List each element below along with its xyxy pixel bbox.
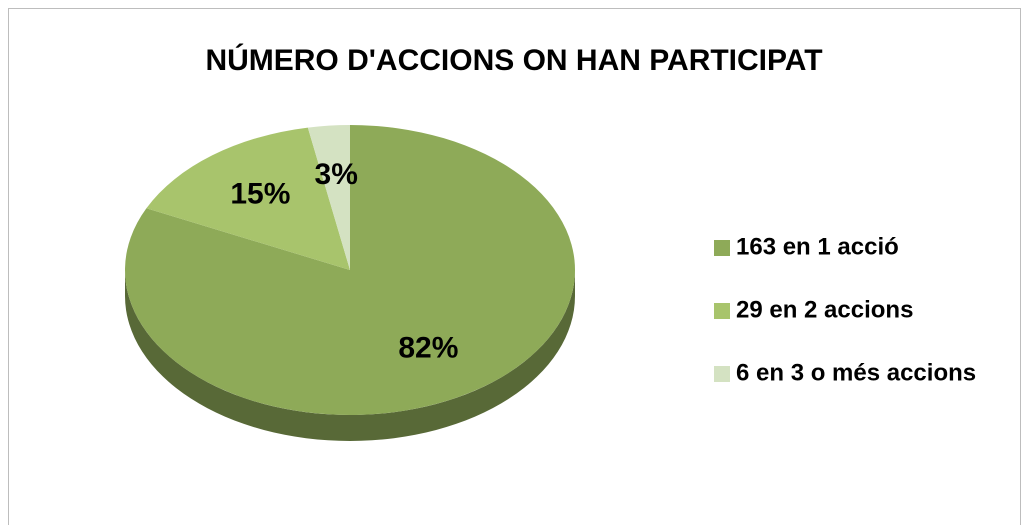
legend-swatch	[714, 303, 730, 319]
pie-slice	[146, 127, 350, 270]
legend-label: 6 en 3 o més accions	[736, 359, 976, 386]
legend-label: 29 en 2 accions	[736, 296, 913, 323]
pie-slice	[125, 125, 576, 415]
legend-label: 163 en 1 acció	[736, 233, 899, 260]
data-label: 82%	[398, 331, 458, 364]
legend-swatch	[714, 366, 730, 382]
data-label: 15%	[230, 177, 290, 210]
pie-slice	[307, 125, 350, 270]
legend-swatch	[714, 240, 730, 256]
data-label: 3%	[315, 158, 358, 191]
pie-side	[125, 270, 575, 441]
chart-title: NÚMERO D'ACCIONS ON HAN PARTICIPAT	[205, 43, 822, 77]
